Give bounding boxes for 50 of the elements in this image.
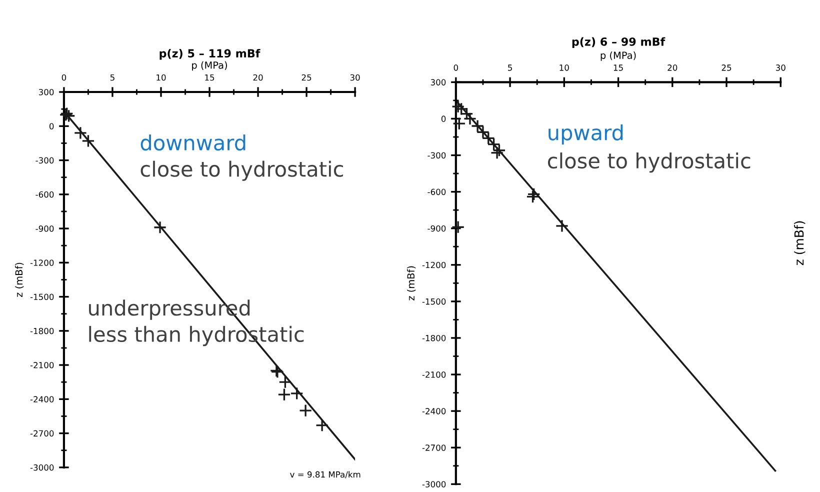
y-tick-label: -2100 xyxy=(422,371,446,378)
x-tick-label: 5 xyxy=(110,74,114,81)
x-tick-label: 15 xyxy=(614,64,623,71)
x-tick-label: 15 xyxy=(205,74,214,81)
x-tick-label: 25 xyxy=(722,64,732,71)
x-axis-title: p (MPa) xyxy=(192,61,227,71)
annotation: downward xyxy=(140,134,246,151)
y-tick-label: -1800 xyxy=(422,334,446,342)
y-axis-title: z (mBf) xyxy=(407,266,416,300)
text: v = 9.81 MPa/km xyxy=(290,471,360,478)
y-tick-label: -2700 xyxy=(30,430,54,437)
y-tick-label: -600 xyxy=(36,191,54,198)
y-tick-label: -3000 xyxy=(30,464,54,471)
x-tick-label: 0 xyxy=(454,64,458,71)
y-tick-label: -2400 xyxy=(422,408,446,414)
y-tick-label: 300 xyxy=(38,88,54,96)
y-tick-label: -1800 xyxy=(30,328,54,334)
x-tick-label: 10 xyxy=(156,74,166,81)
y-tick-label: -300 xyxy=(36,157,54,164)
y-tick-label: -3000 xyxy=(422,481,446,488)
y-tick-label: -600 xyxy=(428,188,446,196)
y-tick-label: -300 xyxy=(428,152,446,159)
y-tick-label: -2100 xyxy=(30,362,54,368)
x-tick-label: 5 xyxy=(508,64,512,71)
x-tick-label: 20 xyxy=(668,64,678,71)
x-tick-label: 30 xyxy=(350,74,360,81)
y-tick-label: -1500 xyxy=(30,294,54,300)
x-tick-label: 10 xyxy=(560,64,569,71)
annotation: upward xyxy=(548,124,623,144)
y-tick-label: -1500 xyxy=(422,298,446,305)
y-tick-label: 300 xyxy=(430,79,446,86)
x-tick-label: 25 xyxy=(302,74,312,81)
x-tick-label: 0 xyxy=(62,74,66,81)
y-tick-label: -900 xyxy=(428,225,446,232)
y-axis-title: z (mBf) xyxy=(15,262,24,297)
chart-title: p(z) 6 – 99 mBf xyxy=(572,37,666,48)
x-axis-title: p (MPa) xyxy=(600,51,636,61)
x-tick-label: 30 xyxy=(776,64,786,71)
annotation: close to hydrostatic xyxy=(140,160,343,181)
annotation: close to hydrostatic xyxy=(548,152,750,173)
y-tick-label: 0 xyxy=(49,123,54,130)
y-tick-label: -1200 xyxy=(422,262,446,268)
y-tick-label: 0 xyxy=(441,116,446,122)
y-tick-label: -2700 xyxy=(422,444,446,451)
chart-title: p(z) 5 – 119 mBf xyxy=(160,48,260,60)
y-tick-label: -900 xyxy=(36,225,54,232)
y-tick-label: -1200 xyxy=(30,260,54,266)
x-tick-label: 20 xyxy=(253,74,263,81)
y-tick-label: -2400 xyxy=(30,396,54,402)
y2-axis-title: z (mBf) xyxy=(794,221,806,266)
